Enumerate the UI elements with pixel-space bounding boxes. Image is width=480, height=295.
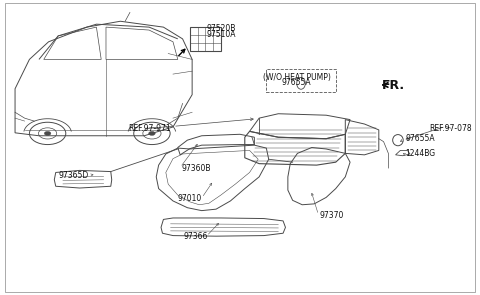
Text: REF.97-971: REF.97-971 [128,124,170,133]
Text: 97360B: 97360B [181,163,211,173]
Circle shape [44,131,51,135]
Text: 97010: 97010 [178,194,202,203]
Text: 97520B: 97520B [206,24,236,33]
Bar [266,69,336,92]
Text: (W/O HEAT PUMP): (W/O HEAT PUMP) [263,73,330,82]
Text: 97655A: 97655A [282,78,312,86]
Text: 1244BG: 1244BG [405,149,435,158]
Text: 97510A: 97510A [206,30,236,39]
Text: 97370: 97370 [320,211,344,220]
Bar [190,27,221,51]
Circle shape [149,131,155,135]
Text: 97366: 97366 [183,232,208,241]
Text: 97365D: 97365D [58,171,88,180]
Text: REF.97-078: REF.97-078 [429,124,472,133]
Text: 97655A: 97655A [405,134,435,143]
Text: FR.: FR. [382,79,405,92]
